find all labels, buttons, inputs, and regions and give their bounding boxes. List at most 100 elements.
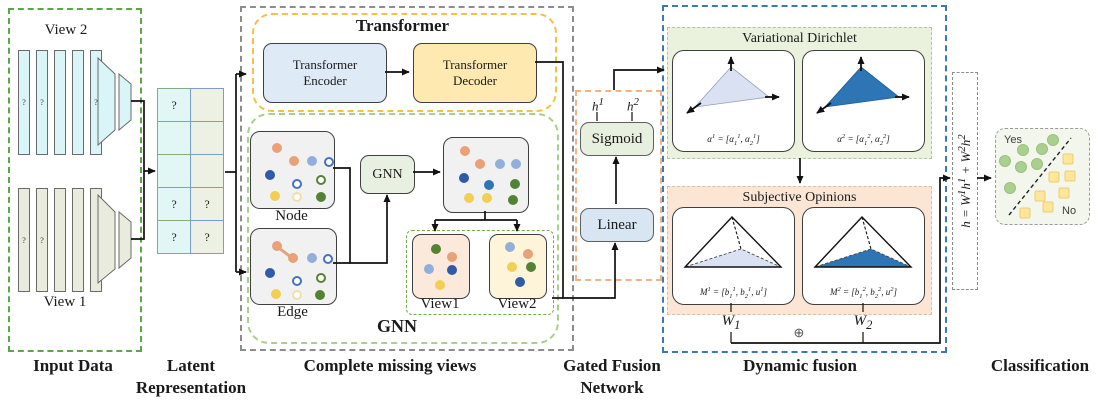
data-dot — [265, 170, 275, 180]
data-dot — [1047, 134, 1059, 146]
data-dot — [424, 264, 434, 274]
h2-label: h2 — [627, 96, 639, 114]
class-positive-points — [996, 129, 1089, 224]
nn-layer-bar: ? — [36, 50, 48, 155]
data-dot — [288, 253, 298, 263]
data-dot — [464, 193, 474, 203]
nn-layer-bar — [54, 50, 66, 155]
data-dot — [323, 254, 333, 264]
class-square-point — [1058, 187, 1070, 199]
data-dot — [511, 159, 521, 169]
alpha1-formula: α1 = [α11, α21] — [707, 133, 760, 147]
class-square-point — [1034, 190, 1046, 202]
data-dot — [508, 195, 518, 205]
latent-cell — [190, 88, 224, 122]
class-square-point — [1062, 153, 1074, 165]
data-dot — [435, 280, 445, 290]
sigmoid-box: Sigmoid — [580, 122, 654, 156]
nn-layer-bar — [54, 188, 66, 292]
caption-input-data: Input Data — [33, 356, 113, 375]
latent-cell — [190, 154, 224, 188]
fusion-formula: h = W1h1 + W2h2 — [955, 134, 974, 228]
data-dot — [292, 192, 302, 202]
view1-encoder-funnel — [97, 193, 132, 285]
transformer-encoder-box: Transformer Encoder — [263, 43, 387, 103]
data-dot — [1004, 182, 1016, 194]
data-dot — [447, 252, 457, 262]
latent-cell: ? — [190, 187, 224, 221]
nn-layer-bar: ? — [36, 188, 48, 292]
data-dot — [316, 192, 326, 202]
latent-cell: ? — [190, 220, 224, 254]
data-dot — [324, 157, 334, 167]
gnn-title: GNN — [377, 316, 417, 336]
class-square-point — [1064, 170, 1076, 182]
data-dot — [271, 289, 281, 299]
oplus-symbol: ⊕ — [793, 325, 805, 340]
linear-box: Linear — [580, 208, 654, 242]
latent-cell: ? — [157, 220, 191, 254]
node-scatter-box — [250, 131, 335, 209]
data-dot — [289, 156, 299, 166]
data-dot — [292, 179, 302, 189]
caption-complete-missing-views: Complete missing views — [303, 356, 477, 375]
data-dot — [316, 175, 326, 185]
caption-gated-fusion: Gated Fusion Network — [563, 356, 661, 397]
dirichlet-simplex-2: α2 = [α12, α22] — [802, 50, 925, 152]
class-square-point — [1042, 201, 1054, 213]
latent-cell: ? — [157, 88, 191, 122]
h1-label: h1 — [592, 96, 604, 114]
node-label: Node — [275, 208, 308, 224]
w2-label: W2 — [853, 313, 873, 332]
data-dot — [459, 173, 469, 183]
data-dot — [316, 273, 326, 283]
no-label: No — [1062, 205, 1077, 217]
view2-encoder-funnel — [97, 56, 132, 147]
data-dot — [315, 290, 325, 300]
data-dot — [505, 242, 515, 252]
caption-classification: Classification — [990, 356, 1090, 375]
latent-grid-view-column: ?? — [190, 88, 224, 254]
view2-completed-box — [489, 234, 547, 299]
gnn-output-scatter-box — [443, 137, 529, 213]
latent-cell: ? — [157, 187, 191, 221]
subjective-opinions-title: Subjective Opinions — [742, 190, 857, 205]
opinion-simplex-2: M2 = [b12, b22, u2] — [802, 207, 925, 305]
data-dot — [999, 155, 1011, 167]
nn-layer-bar — [72, 188, 84, 292]
data-dot — [1031, 158, 1043, 170]
data-dot — [1015, 161, 1027, 173]
data-dot — [447, 265, 457, 275]
alpha2-formula: α2 = [α12, α22] — [837, 133, 890, 147]
data-dot — [510, 179, 520, 189]
class-square-point — [1019, 207, 1031, 219]
edge-scatter-box — [250, 228, 337, 305]
classification-scatter-box: Yes No — [995, 128, 1090, 225]
data-dot — [265, 268, 275, 278]
data-dot — [1017, 144, 1029, 156]
caption-dynamic-fusion: Dynamic fusion — [743, 356, 857, 375]
transformer-encoder-label: Transformer Encoder — [292, 57, 358, 88]
view2-layer-bars: ??? — [18, 50, 102, 155]
view2-label: View 2 — [44, 22, 88, 38]
data-dot — [475, 159, 485, 169]
latent-cell — [157, 121, 191, 155]
data-dot — [292, 290, 302, 300]
view1-layer-bars: ?? — [18, 188, 102, 292]
class-square-point — [1048, 171, 1060, 183]
latent-grid-view-column: ??? — [157, 88, 191, 254]
transformer-decoder-box: Transformer Decoder — [413, 43, 537, 103]
data-dot — [515, 277, 525, 287]
data-dot — [523, 249, 533, 259]
data-dot — [495, 159, 505, 169]
data-dot — [292, 276, 302, 286]
data-dot — [272, 143, 282, 153]
m2-formula: M2 = [b12, b22, u2] — [829, 286, 898, 300]
latent-cell — [157, 154, 191, 188]
decision-boundary — [1008, 137, 1072, 216]
data-dot — [431, 244, 441, 254]
m1-formula: M1 = [b11, b21, u1] — [699, 286, 768, 300]
view1-completed-label: View1 — [420, 296, 460, 312]
gnn-operator-box: GNN — [360, 155, 415, 194]
